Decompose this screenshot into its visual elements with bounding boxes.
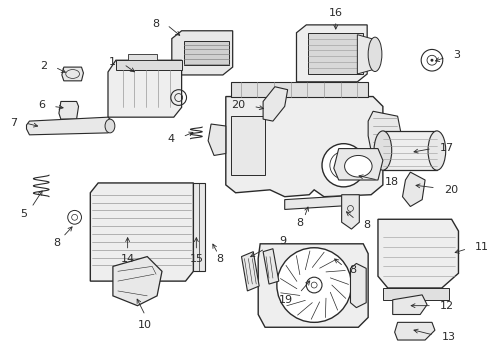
Text: 4: 4 bbox=[167, 134, 174, 144]
Text: 14: 14 bbox=[121, 253, 134, 264]
Polygon shape bbox=[263, 249, 278, 284]
Text: 5: 5 bbox=[20, 210, 27, 219]
Polygon shape bbox=[333, 149, 382, 180]
Polygon shape bbox=[382, 288, 447, 300]
Polygon shape bbox=[59, 102, 79, 119]
Polygon shape bbox=[284, 196, 348, 210]
Text: 13: 13 bbox=[441, 332, 455, 342]
Polygon shape bbox=[61, 67, 83, 81]
Ellipse shape bbox=[367, 37, 381, 72]
Text: 9: 9 bbox=[279, 236, 285, 246]
Ellipse shape bbox=[373, 131, 391, 170]
Text: 11: 11 bbox=[474, 242, 488, 252]
Text: 2: 2 bbox=[40, 61, 47, 71]
Text: 18: 18 bbox=[384, 177, 398, 187]
Polygon shape bbox=[392, 295, 426, 315]
Polygon shape bbox=[357, 35, 374, 74]
Circle shape bbox=[305, 277, 322, 293]
Polygon shape bbox=[113, 257, 162, 306]
Text: 1: 1 bbox=[109, 57, 116, 67]
Polygon shape bbox=[394, 322, 434, 340]
Text: 8: 8 bbox=[216, 253, 223, 264]
Text: 6: 6 bbox=[38, 100, 45, 111]
Polygon shape bbox=[350, 264, 366, 308]
Text: 15: 15 bbox=[189, 253, 203, 264]
Polygon shape bbox=[127, 54, 157, 60]
Polygon shape bbox=[341, 195, 359, 229]
Circle shape bbox=[276, 248, 351, 322]
Circle shape bbox=[322, 144, 365, 187]
Circle shape bbox=[429, 59, 432, 62]
Polygon shape bbox=[183, 41, 228, 65]
Polygon shape bbox=[225, 96, 382, 197]
Text: 3: 3 bbox=[453, 50, 460, 60]
Text: 8: 8 bbox=[53, 238, 61, 248]
Ellipse shape bbox=[344, 156, 371, 177]
Polygon shape bbox=[108, 60, 181, 117]
Polygon shape bbox=[377, 219, 458, 288]
Polygon shape bbox=[230, 82, 367, 96]
Text: 17: 17 bbox=[439, 143, 453, 153]
Text: 8: 8 bbox=[349, 265, 356, 275]
Polygon shape bbox=[402, 172, 424, 207]
Text: 19: 19 bbox=[278, 295, 292, 305]
Polygon shape bbox=[171, 31, 232, 75]
Text: 10: 10 bbox=[138, 320, 152, 330]
Text: 20: 20 bbox=[231, 100, 245, 111]
Polygon shape bbox=[263, 87, 287, 121]
Polygon shape bbox=[90, 183, 193, 281]
Text: 8: 8 bbox=[152, 19, 159, 29]
Text: 16: 16 bbox=[328, 8, 342, 18]
Polygon shape bbox=[26, 117, 113, 135]
Polygon shape bbox=[307, 33, 363, 74]
Polygon shape bbox=[258, 244, 367, 327]
Polygon shape bbox=[367, 111, 400, 150]
Ellipse shape bbox=[105, 119, 115, 133]
Ellipse shape bbox=[427, 131, 445, 170]
Text: 20: 20 bbox=[443, 185, 457, 195]
Polygon shape bbox=[193, 183, 205, 271]
Text: 7: 7 bbox=[11, 118, 18, 128]
Polygon shape bbox=[230, 116, 264, 175]
Polygon shape bbox=[116, 60, 181, 70]
Text: 8: 8 bbox=[363, 220, 369, 230]
Text: 12: 12 bbox=[439, 301, 453, 311]
Polygon shape bbox=[241, 252, 259, 291]
Polygon shape bbox=[208, 124, 225, 156]
Text: 8: 8 bbox=[295, 218, 303, 228]
Polygon shape bbox=[296, 25, 366, 82]
Polygon shape bbox=[382, 131, 436, 170]
